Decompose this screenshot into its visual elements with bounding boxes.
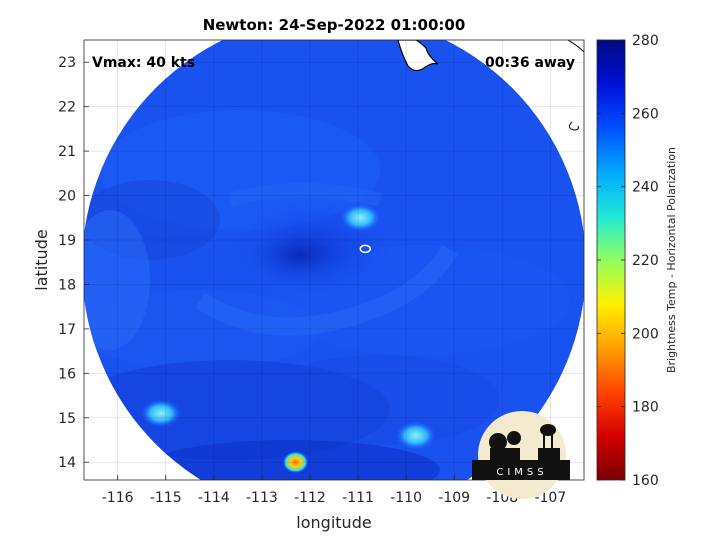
x-axis-label: longitude [296, 513, 371, 532]
convective-spot [395, 421, 436, 450]
rain-band [195, 245, 458, 336]
y-tick-label: 22 [58, 100, 76, 116]
y-tick-label: 17 [58, 322, 76, 338]
logo-dish-icon [507, 431, 521, 445]
colorbar-tick-label: 220 [632, 253, 659, 269]
logo-building-icon [490, 448, 520, 460]
y-tick-label: 14 [58, 455, 76, 471]
x-tick-label: -112 [294, 490, 326, 506]
x-tick-label: -114 [198, 490, 230, 506]
colorbar-tick-label: 240 [632, 180, 659, 196]
vmax-label: Vmax: 40 kts [92, 55, 195, 71]
logo-water-tower-icon [540, 424, 556, 436]
map-plot: -116 -115 -114 -113 -112 -111 -110 -109 -108 -107… [32, 39, 585, 532]
convective-spot [340, 203, 381, 232]
y-tick-label: 19 [58, 233, 76, 249]
y-axis-label: latitude [32, 229, 51, 290]
logo-banner [472, 460, 570, 480]
y-tick-label: 21 [58, 144, 76, 160]
cimss-logo: CIMSS [472, 411, 570, 499]
colorbar-label: Brightness Temp - Horizontal Polarizatio… [665, 147, 678, 373]
time-away-label: 00:36 away [485, 55, 575, 71]
x-tick-label: -107 [534, 490, 566, 506]
swath-band [84, 210, 150, 350]
map-title: Newton: 24-Sep-2022 01:00:00 [203, 16, 466, 34]
logo-dish-icon [489, 433, 507, 451]
convective-spot [140, 399, 181, 428]
x-tick-label: -116 [102, 490, 134, 506]
plot-frame [83, 39, 585, 481]
rain-band [228, 183, 382, 207]
x-tick-label: -113 [246, 490, 278, 506]
x-tick-label: -115 [150, 490, 182, 506]
colorbar-tick-label: 260 [632, 106, 659, 122]
swath-band [260, 355, 500, 445]
y-tick-label: 18 [58, 277, 76, 293]
colorbar-tick-label: 280 [632, 33, 659, 49]
coastline-mainland [567, 40, 584, 53]
tb-features [140, 203, 436, 474]
colorbar-ticks: 160 180 200 220 240 260 280 [597, 33, 659, 489]
colorbar-tick-label: 180 [632, 400, 659, 416]
colorbar-tick-label: 200 [632, 326, 659, 342]
y-tick-label: 23 [58, 55, 76, 71]
logo-text: CIMSS [496, 467, 547, 478]
storm-core [245, 223, 355, 287]
coastline-baja [397, 40, 439, 72]
x-tick-label: -109 [438, 490, 470, 506]
y-tick-label: 15 [58, 411, 76, 427]
colorbar: 160 180 200 220 240 260 280 Brightness Temp - … [596, 33, 678, 489]
swath-band [84, 360, 390, 460]
storm-center-marker [359, 244, 371, 254]
warm-spot [282, 451, 309, 474]
x-tick-label: -110 [390, 490, 422, 506]
coastline-island [568, 121, 579, 131]
colorbar-tick-label: 160 [632, 473, 659, 489]
x-ticks: -116 -115 -114 -113 -112 -111 -110 -109 -108 -107 [102, 475, 566, 506]
x-tick-label: -111 [342, 490, 374, 506]
y-tick-label: 16 [58, 366, 76, 382]
colorbar-fill [597, 40, 625, 480]
y-ticks: 14 15 16 17 18 19 20 21 22 23 [58, 55, 89, 471]
y-tick-label: 20 [58, 189, 76, 205]
